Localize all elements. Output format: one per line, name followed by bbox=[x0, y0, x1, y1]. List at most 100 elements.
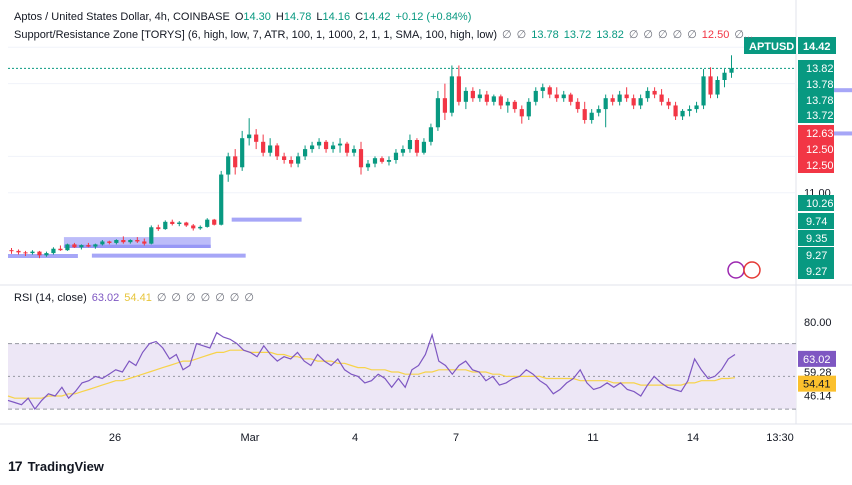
candle-body bbox=[261, 141, 266, 153]
time-tick-label: 26 bbox=[109, 432, 121, 444]
candle-body bbox=[344, 143, 350, 153]
candle-body bbox=[9, 250, 14, 252]
candle-body bbox=[205, 219, 210, 227]
candle-body bbox=[589, 112, 594, 120]
candle-body bbox=[393, 152, 399, 160]
candle-body bbox=[121, 240, 126, 243]
candle-body bbox=[93, 244, 98, 247]
rsi-band bbox=[8, 343, 796, 410]
candle-body bbox=[233, 156, 238, 168]
candle-body bbox=[170, 221, 175, 224]
open-label: O bbox=[234, 11, 244, 23]
rsi-band-fill bbox=[8, 343, 796, 410]
rsi-header: RSI (14, close) 63.02 54.41 ∅ ∅ ∅ ∅ ∅ ∅ ∅ bbox=[14, 291, 259, 304]
candle-body bbox=[379, 158, 385, 162]
candle-body bbox=[449, 76, 454, 113]
indicator-value-2: ∅ bbox=[516, 29, 527, 41]
candle-body bbox=[666, 101, 671, 106]
rsi-empty-6: ∅ bbox=[229, 292, 240, 304]
indicator-value-1: ∅ bbox=[502, 29, 512, 41]
indicator-value-7: ∅ bbox=[643, 29, 654, 41]
rsi-lines bbox=[7, 331, 736, 411]
candle-body bbox=[512, 101, 517, 110]
indicator-value-8: ∅ bbox=[658, 29, 668, 41]
candle-body bbox=[212, 219, 217, 225]
low-label: L bbox=[316, 11, 323, 23]
rsi-tick-label: 46.14 bbox=[804, 391, 832, 403]
candle-body bbox=[498, 96, 503, 106]
time-tick-label: 13:30 bbox=[766, 432, 794, 444]
price-level-tag bbox=[798, 76, 834, 92]
candle-body bbox=[330, 145, 336, 150]
price-level-label: 9.35 bbox=[806, 233, 827, 245]
price-level-tag bbox=[798, 107, 834, 123]
candle-body bbox=[268, 145, 273, 153]
symbol-title: Aptos / United States Dollar, 4h, COINBA… bbox=[14, 11, 230, 23]
candle-body bbox=[610, 98, 615, 102]
tradingview-footer[interactable]: 17 TradingView bbox=[8, 458, 104, 474]
close-label: C bbox=[355, 11, 364, 23]
candle-body bbox=[100, 241, 105, 245]
price-level-label: 10.26 bbox=[806, 198, 834, 210]
candle-body bbox=[603, 98, 608, 110]
candle-body bbox=[289, 160, 294, 164]
sr-zone-box bbox=[63, 244, 211, 248]
candle-body bbox=[540, 87, 545, 91]
candle-body bbox=[519, 109, 524, 117]
candle-body bbox=[645, 90, 650, 99]
price-level-tag bbox=[798, 213, 834, 229]
candle-body bbox=[316, 141, 322, 146]
candle-body bbox=[156, 227, 161, 230]
candle-body bbox=[491, 96, 496, 102]
time-tick-label: 14 bbox=[687, 432, 699, 444]
axes: 15.0014.0012.0011.0013.8213.7813.7813.72… bbox=[109, 37, 836, 444]
candle-body bbox=[72, 244, 77, 248]
candle-body bbox=[484, 94, 489, 102]
candle-body bbox=[729, 68, 734, 73]
candle-body bbox=[680, 110, 685, 117]
rsi-ma-tag-label: 54.41 bbox=[803, 379, 831, 391]
price-level-tag bbox=[798, 141, 834, 157]
sr-zone-line bbox=[231, 217, 302, 222]
candle-body bbox=[400, 149, 406, 153]
candle-body bbox=[44, 253, 49, 256]
rsi-ma-value: 54.41 bbox=[124, 292, 152, 304]
candle-body bbox=[247, 134, 252, 139]
candle-body bbox=[254, 134, 259, 142]
symbol-header: Aptos / United States Dollar, 4h, COINBA… bbox=[14, 11, 476, 23]
candle-body bbox=[582, 109, 587, 120]
candle-body bbox=[16, 250, 21, 253]
candle-body bbox=[505, 101, 510, 106]
candle-body bbox=[219, 174, 224, 225]
indicator-header: Support/Resistance Zone [TORYS] (6, high… bbox=[14, 28, 758, 41]
rsi-value-tag-label: 63.02 bbox=[803, 354, 831, 366]
candle-body bbox=[79, 245, 84, 248]
price-level-label: 9.27 bbox=[806, 266, 827, 278]
candle-body bbox=[198, 226, 203, 229]
candle-body bbox=[652, 90, 657, 95]
indicator-value-12: ∅... bbox=[734, 29, 754, 41]
candle-body bbox=[107, 241, 112, 243]
candle-body bbox=[407, 140, 413, 150]
candle-body bbox=[184, 222, 189, 226]
price-level-label: 12.50 bbox=[806, 144, 834, 156]
candle-body bbox=[296, 156, 301, 164]
rsi-ma-line bbox=[7, 349, 736, 399]
price-gridlines bbox=[0, 0, 852, 425]
candle-body bbox=[435, 98, 441, 128]
candle-body bbox=[282, 156, 287, 160]
support-resistance-zones bbox=[8, 88, 852, 258]
candle-body bbox=[226, 156, 231, 175]
rsi-name[interactable]: RSI (14, close) bbox=[14, 292, 87, 304]
indicator-value-10: ∅ bbox=[687, 29, 697, 41]
candle-body bbox=[722, 72, 727, 80]
candle-body bbox=[365, 163, 371, 168]
price-level-label: 12.63 bbox=[806, 128, 834, 140]
price-level-label: 13.78 bbox=[806, 95, 834, 107]
indicator-name[interactable]: Support/Resistance Zone [TORYS] (6, high… bbox=[14, 29, 498, 41]
candle-body bbox=[638, 98, 643, 106]
price-level-tag bbox=[798, 195, 834, 211]
candle-body bbox=[477, 94, 482, 99]
